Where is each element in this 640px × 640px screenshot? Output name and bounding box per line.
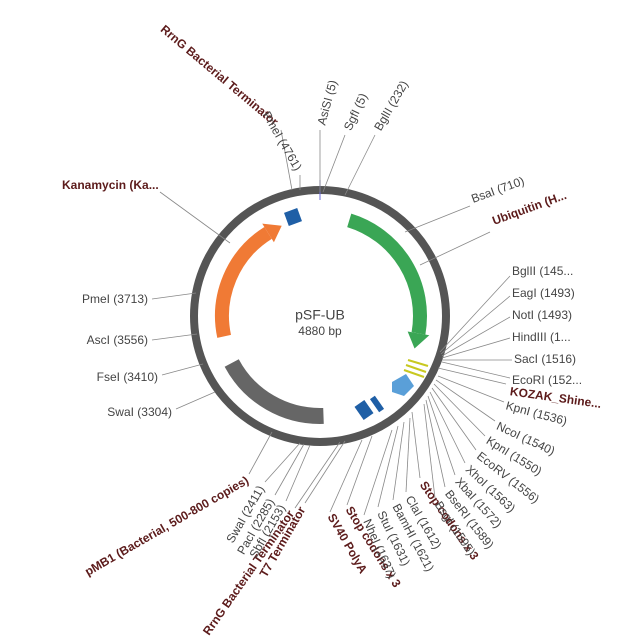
leader-line	[377, 425, 399, 508]
terminator-box	[354, 400, 374, 420]
pmb1-arc	[224, 359, 324, 424]
leader-line	[280, 129, 293, 191]
leader-line	[274, 443, 305, 496]
polya-arrow	[392, 374, 414, 396]
site-label: FseI (3410)	[97, 370, 158, 384]
stop-codon-mark	[405, 364, 427, 373]
leader-line	[151, 333, 198, 341]
leader-line	[435, 379, 496, 422]
leader-line	[425, 399, 446, 488]
ubiquitin-arrow	[407, 331, 430, 349]
leader-line	[427, 395, 456, 476]
site-label: EagI (1493)	[512, 286, 575, 300]
site-label: HindIII (1...	[512, 330, 571, 344]
leader-line	[419, 231, 491, 266]
site-label: AsiSI (5)	[314, 79, 339, 127]
stop-codon-mark	[403, 369, 425, 378]
leader-line	[151, 292, 197, 300]
site-label: SwaI (3304)	[107, 405, 172, 419]
leader-line	[346, 435, 373, 506]
feature-label: Kanamycin (Ka...	[62, 178, 159, 192]
leader-line	[248, 431, 273, 475]
site-label: PmeI (4761)	[260, 109, 305, 173]
site-label: NotI (1493)	[512, 308, 572, 322]
plasmid-size: 4880 bp	[298, 324, 342, 338]
kanamycin-arc	[215, 226, 272, 338]
feature-label: pMB1 (Bacterial, 500-800 copies)	[82, 473, 251, 578]
ubiquitin-arc	[347, 213, 427, 335]
leader-line	[322, 134, 346, 193]
site-label: PmeI (3713)	[82, 292, 148, 306]
leader-line	[363, 429, 393, 516]
leader-line	[344, 134, 376, 196]
leader-line	[405, 417, 411, 493]
site-label: BsaI (710)	[469, 174, 526, 206]
leader-line	[437, 375, 505, 403]
kanamycin-arrow	[262, 223, 282, 243]
terminator-box	[369, 395, 385, 413]
site-label: SgfI (5)	[341, 91, 370, 133]
terminator-box	[284, 208, 302, 226]
site-label: SacI (1516)	[514, 352, 576, 366]
leader-line	[433, 383, 486, 437]
leader-line	[441, 337, 511, 359]
leader-line	[404, 205, 471, 233]
leader-line	[161, 363, 204, 376]
leader-line	[431, 387, 477, 451]
site-label: AscI (3556)	[87, 333, 148, 347]
leader-line	[411, 411, 421, 479]
leader-line	[159, 191, 231, 244]
leader-line	[264, 442, 301, 483]
feature-label: RrnG Bacterial Terminator	[158, 22, 282, 129]
stop-codon-mark	[407, 359, 429, 367]
leader-line	[175, 391, 216, 410]
leader-line	[392, 421, 405, 501]
leader-line	[294, 441, 341, 509]
leader-line	[423, 403, 436, 499]
site-label: EcoRI (152...	[512, 373, 582, 387]
leader-line	[439, 275, 511, 353]
leader-line	[329, 439, 363, 513]
leader-line	[304, 440, 346, 504]
site-label: BglII (232)	[371, 78, 411, 133]
leader-line	[441, 361, 511, 379]
leader-line	[440, 295, 511, 355]
leader-line	[429, 391, 466, 464]
site-label: BglII (145...	[512, 264, 573, 278]
leader-line	[285, 444, 311, 502]
plasmid-name: pSF-UB	[295, 307, 345, 323]
leader-line	[441, 316, 511, 357]
leader-line	[437, 367, 507, 385]
